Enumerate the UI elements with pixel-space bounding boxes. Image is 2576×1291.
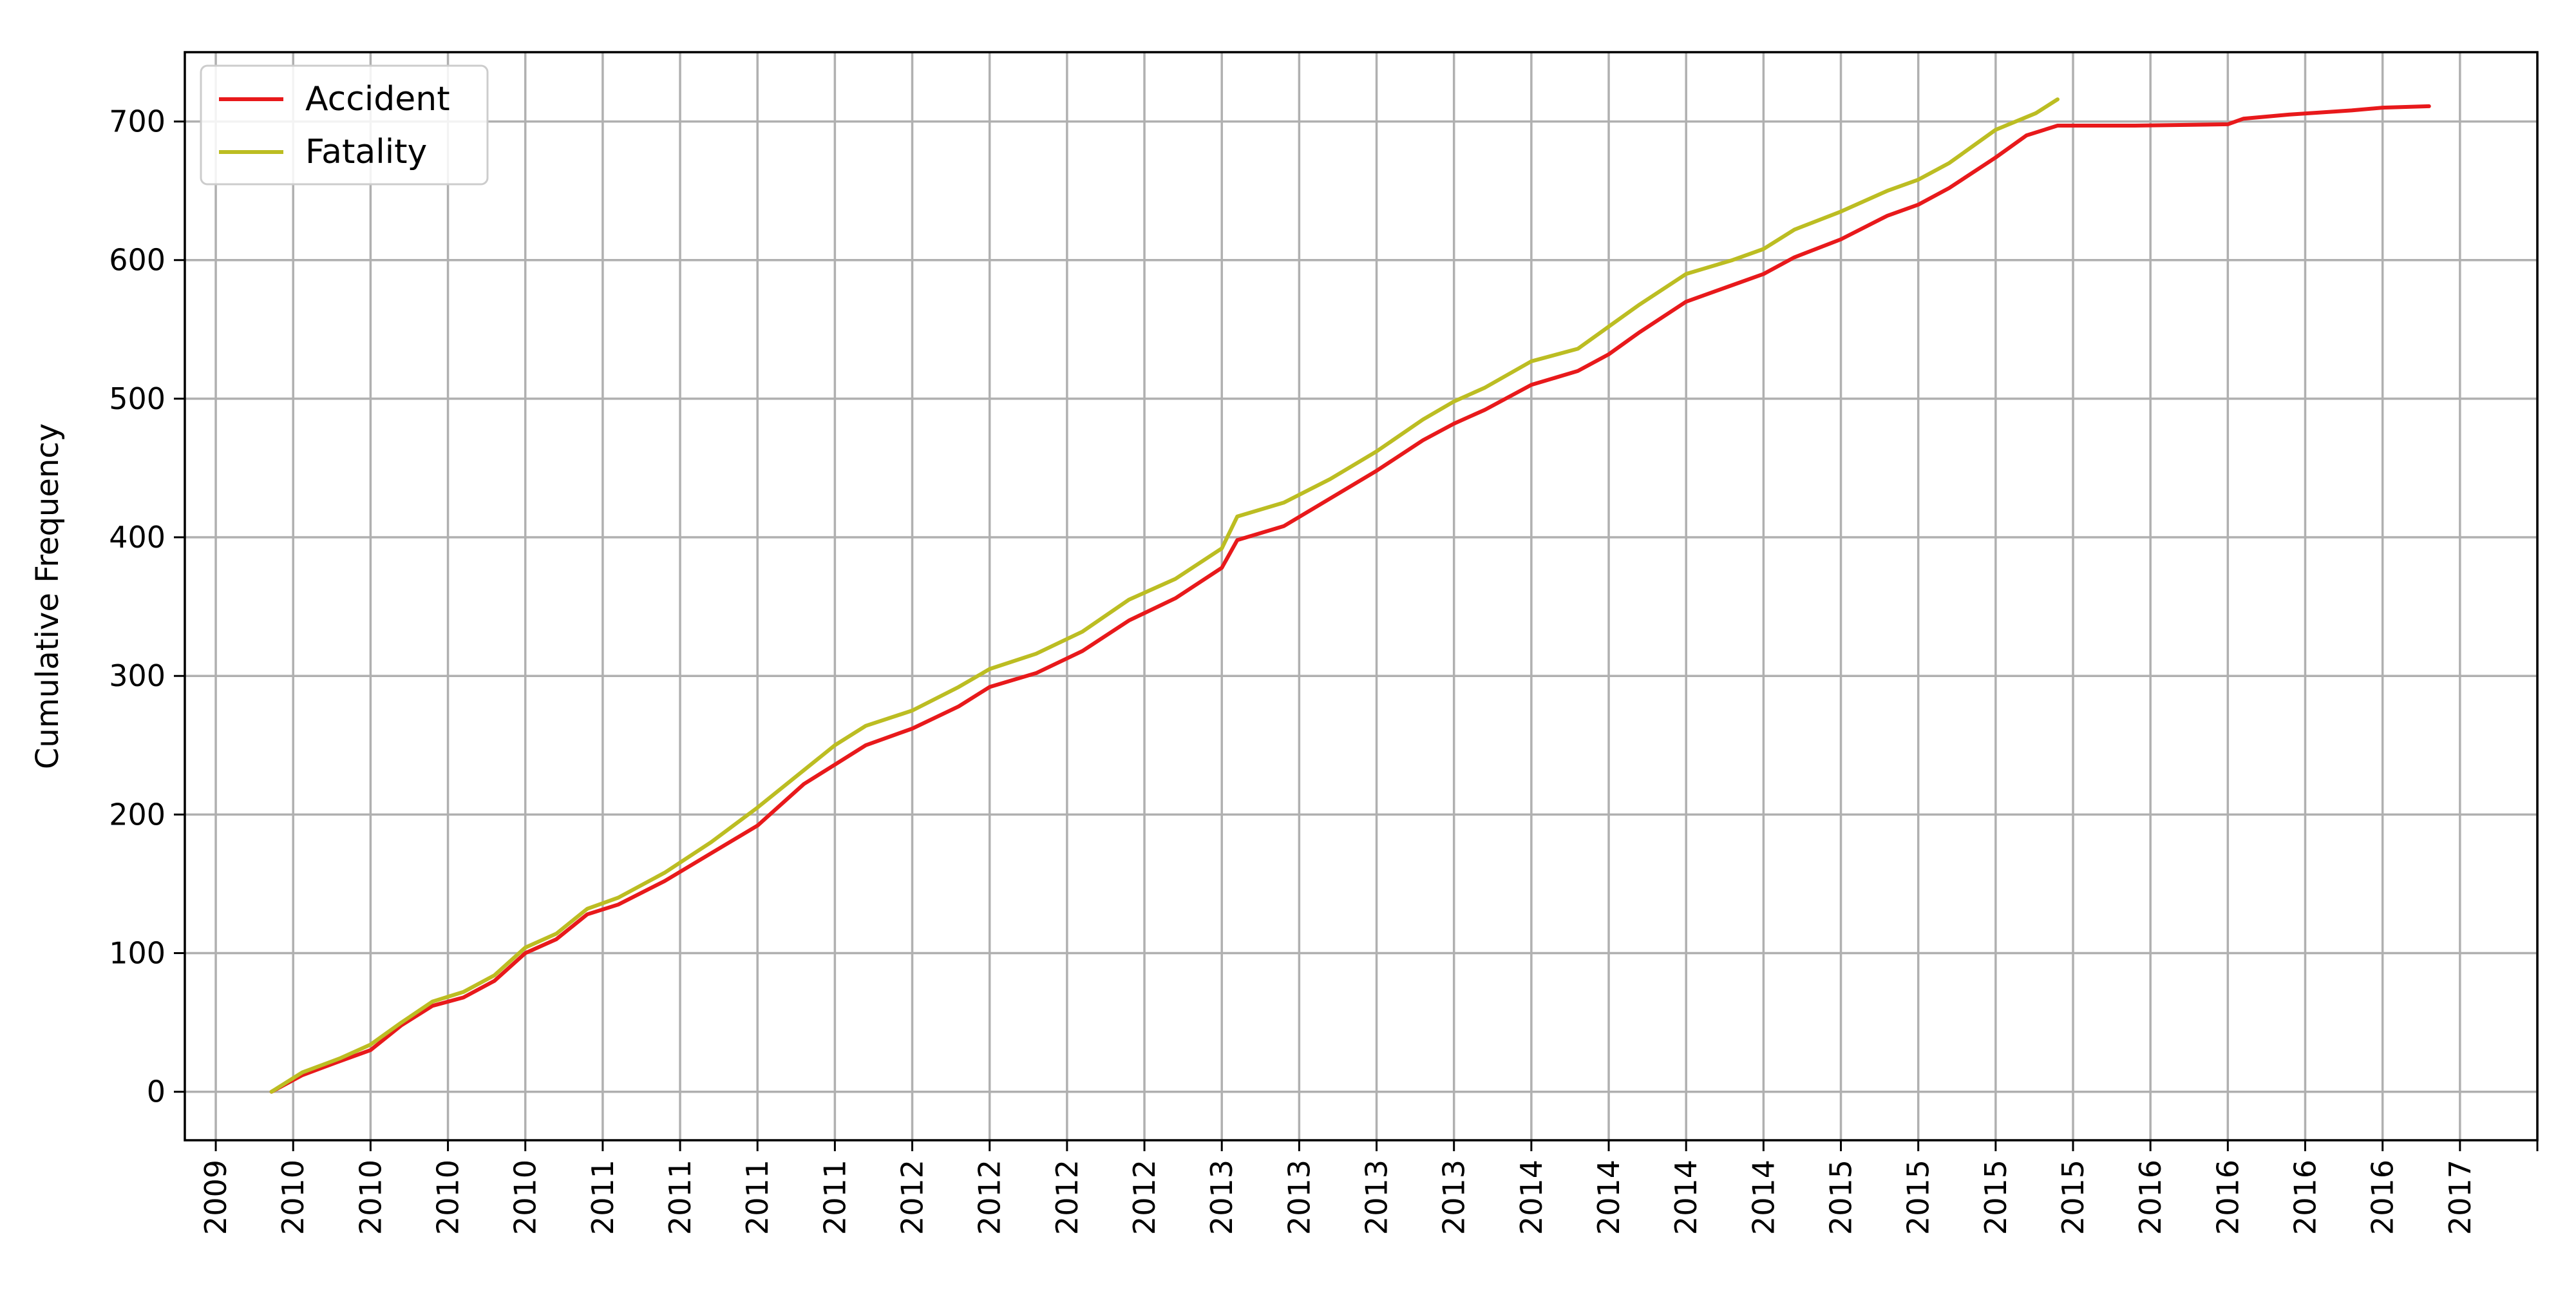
x-tick-label: 2011 (585, 1160, 620, 1235)
x-tick-label: 2010 (431, 1160, 466, 1235)
x-tick-label: 2015 (1978, 1160, 2013, 1235)
legend-label: Fatality (305, 133, 427, 171)
x-tick-label: 2013 (1282, 1160, 1316, 1235)
x-tick-label: 2014 (1514, 1160, 1549, 1235)
x-tick-label: 2010 (353, 1160, 388, 1235)
y-tick-label: 0 (147, 1075, 166, 1109)
x-tick-label: 2013 (1359, 1160, 1394, 1235)
x-tick-label: 2011 (663, 1160, 697, 1235)
x-tick-label: 2014 (1746, 1160, 1781, 1235)
x-tick-label: 2013 (1437, 1160, 1472, 1235)
x-tick-label: 2012 (972, 1160, 1007, 1235)
y-tick-label: 200 (109, 797, 166, 832)
x-tick-label: 2012 (895, 1160, 930, 1235)
x-tick-label: 2014 (1669, 1160, 1703, 1235)
series-line-fatality (269, 97, 2060, 1094)
x-tick-label: 2010 (276, 1160, 310, 1235)
x-tick-label: 2013 (1204, 1160, 1239, 1235)
y-axis-label: Cumulative Frequency (30, 423, 66, 769)
x-tick-label: 2012 (1127, 1160, 1162, 1235)
x-tick-label: 2016 (2365, 1160, 2400, 1235)
x-tick-label: 2016 (2133, 1160, 2168, 1235)
y-tick-label: 700 (109, 104, 166, 139)
grid (185, 52, 2539, 1140)
x-tick-label: 2017 (2443, 1160, 2477, 1235)
y-tick-label: 300 (109, 658, 166, 693)
y-tick-label: 100 (109, 936, 166, 971)
x-tick-label: 2014 (1591, 1160, 1626, 1235)
y-tick-label: 500 (109, 381, 166, 416)
series-line-accident (269, 104, 2431, 1094)
x-tick-label: 2016 (2210, 1160, 2245, 1235)
legend-box (200, 64, 489, 186)
x-tick-label: 2012 (1050, 1160, 1084, 1235)
legend: Accident Fatality (200, 64, 489, 186)
y-tick-label: 400 (109, 520, 166, 555)
x-tick-label: 2015 (1824, 1160, 1859, 1235)
legend-label: Accident (305, 80, 450, 119)
series-lines (269, 97, 2431, 1094)
plot-frame (184, 51, 2539, 1142)
x-tick-label: 2015 (2056, 1160, 2090, 1235)
y-tick-label: 600 (109, 243, 166, 278)
axis-ticks: 2009 2010 2010 2010 2010 2011 2011 2011 2011 2012… (109, 104, 2539, 1235)
x-tick-label: 2015 (1901, 1160, 1936, 1235)
x-tick-label: 2016 (2288, 1160, 2323, 1235)
x-tick-label: 2010 (508, 1160, 543, 1235)
x-tick-label: 2009 (198, 1160, 233, 1235)
x-tick-label: 2011 (740, 1160, 775, 1235)
x-tick-label: 2011 (817, 1160, 852, 1235)
